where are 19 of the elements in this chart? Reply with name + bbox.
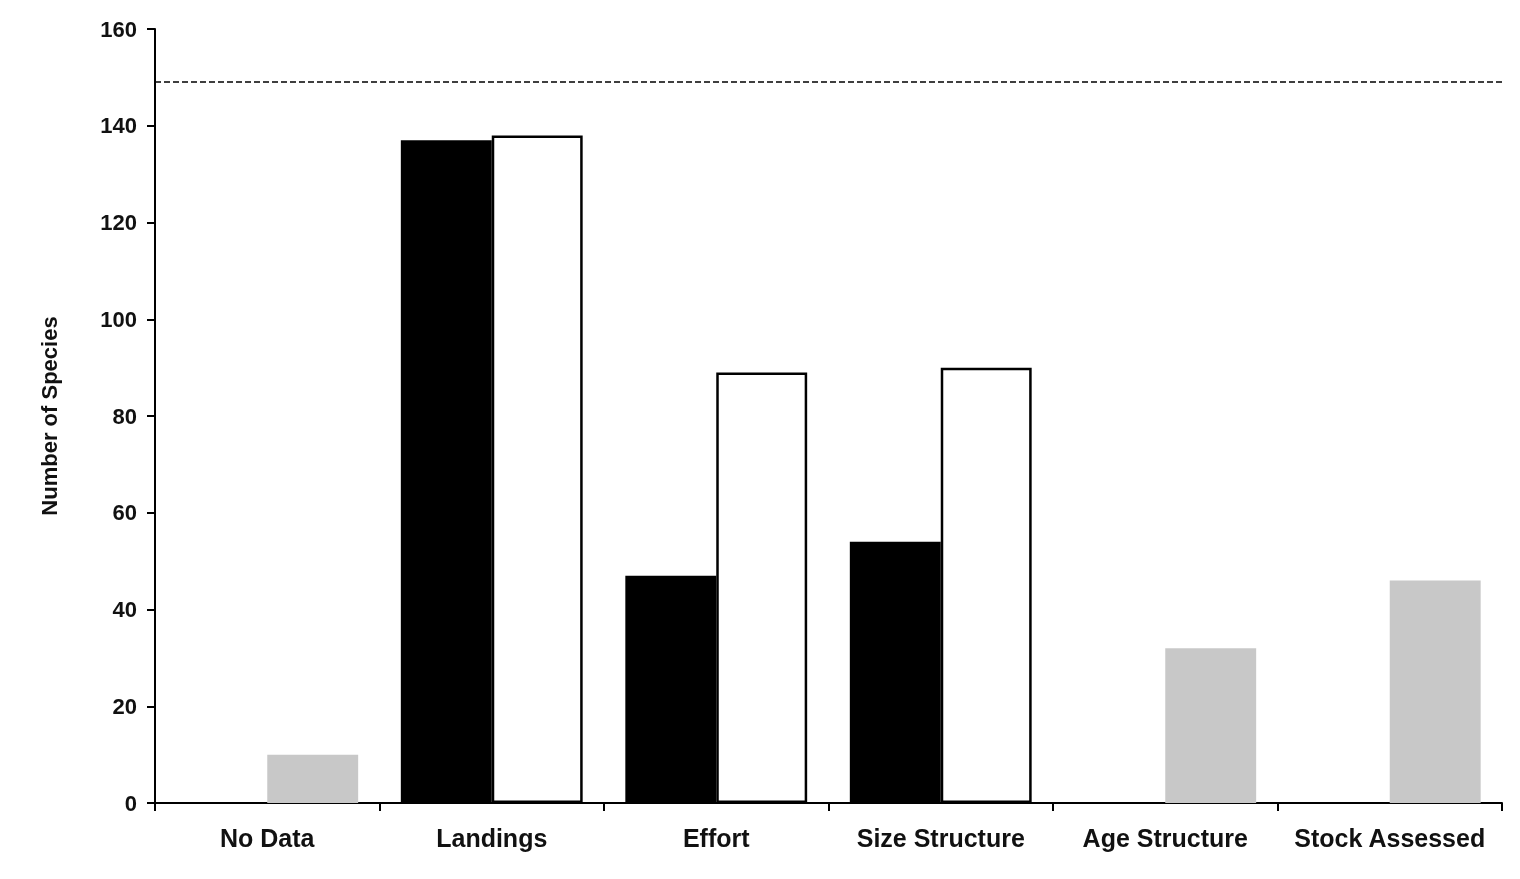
x-tick-label: Size Structure xyxy=(856,823,1025,852)
x-tick-label: Landings xyxy=(436,823,548,852)
x-tick-label: No Data xyxy=(220,823,316,852)
y-tick-label: 40 xyxy=(112,597,137,622)
bar xyxy=(1165,648,1257,803)
y-tick-label: 20 xyxy=(112,693,137,719)
y-tick-label: 160 xyxy=(100,16,137,42)
y-axis-title: Number of Species xyxy=(36,316,62,516)
x-tick-label: Stock Assessed xyxy=(1294,823,1486,852)
x-tick-label: Age Structure xyxy=(1082,823,1248,852)
x-tick-label: Effort xyxy=(682,823,751,852)
y-tick-label: 60 xyxy=(112,500,137,526)
bar xyxy=(267,754,359,803)
y-tick-label: 100 xyxy=(100,306,137,332)
y-tick-label: 140 xyxy=(100,113,137,139)
bar xyxy=(1389,580,1481,803)
y-tick-label: 80 xyxy=(112,403,137,429)
y-tick-label: 0 xyxy=(124,790,137,816)
y-tick-label: 120 xyxy=(100,210,137,235)
